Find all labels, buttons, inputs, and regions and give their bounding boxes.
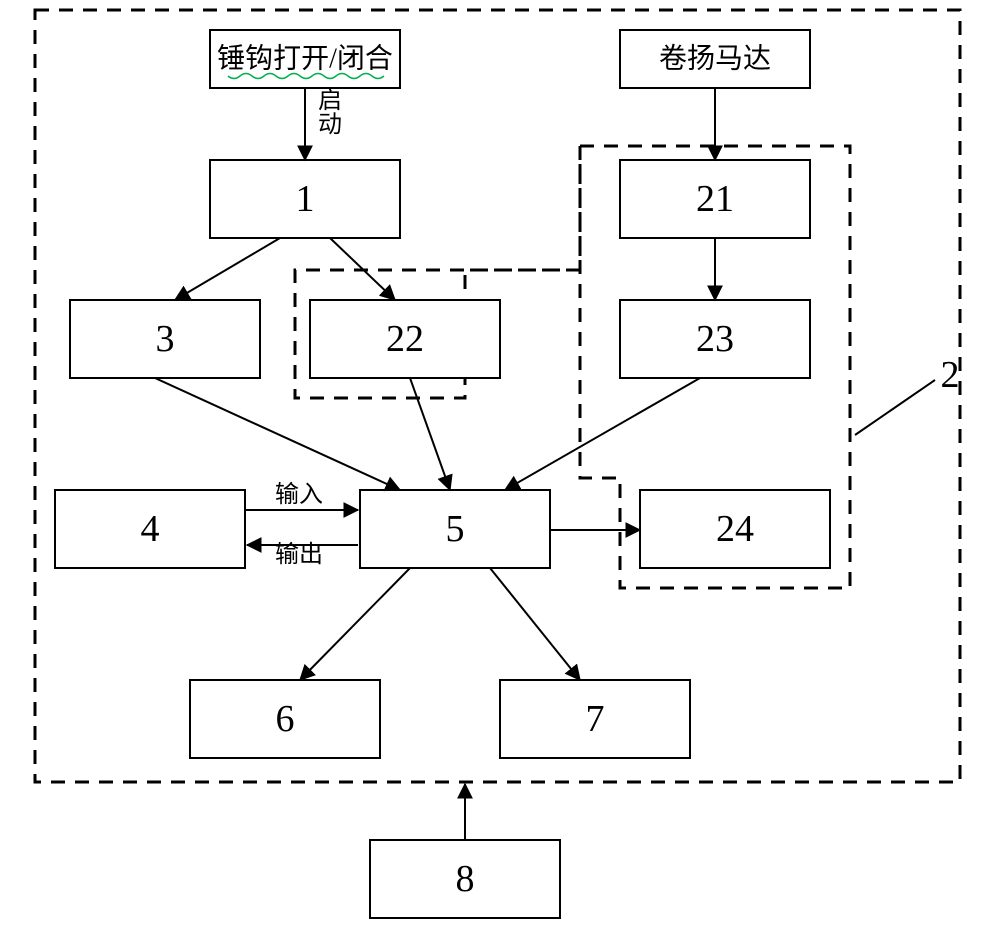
node-hook-label: 锤钩打开/闭合 [217, 43, 393, 75]
node-b22-num: 22 [386, 318, 424, 360]
label-input: 输入 [275, 481, 323, 508]
node-b23: 23 [620, 300, 810, 378]
node-motor: 卷扬马达 [620, 30, 810, 88]
node-b21-num: 21 [696, 178, 734, 220]
node-b6: 6 [190, 680, 380, 758]
node-b24-num: 24 [716, 508, 754, 550]
node-b24: 24 [640, 490, 830, 568]
label-output: 输出 [275, 541, 323, 568]
node-b3: 3 [70, 300, 260, 378]
node-b8-num: 8 [456, 858, 475, 900]
node-b3-num: 3 [156, 318, 175, 360]
node-hook: 锤钩打开/闭合 [210, 30, 400, 88]
label-start-1: 启 [318, 87, 342, 114]
node-b4: 4 [55, 490, 245, 568]
node-b1-num: 1 [296, 178, 315, 220]
group2-label: 2 [941, 354, 960, 396]
node-b21: 21 [620, 160, 810, 238]
node-b7-num: 7 [586, 698, 605, 740]
node-b22: 22 [310, 300, 500, 378]
node-b5: 5 [360, 490, 550, 568]
node-b1: 1 [210, 160, 400, 238]
diagram-background [0, 0, 1000, 941]
node-b23-num: 23 [696, 318, 734, 360]
node-b7: 7 [500, 680, 690, 758]
node-b5-num: 5 [446, 508, 465, 550]
node-b8: 8 [370, 840, 560, 918]
node-b4-num: 4 [141, 508, 160, 550]
node-motor-label: 卷扬马达 [659, 43, 771, 75]
node-b6-num: 6 [276, 698, 295, 740]
label-start-2: 动 [318, 111, 342, 138]
